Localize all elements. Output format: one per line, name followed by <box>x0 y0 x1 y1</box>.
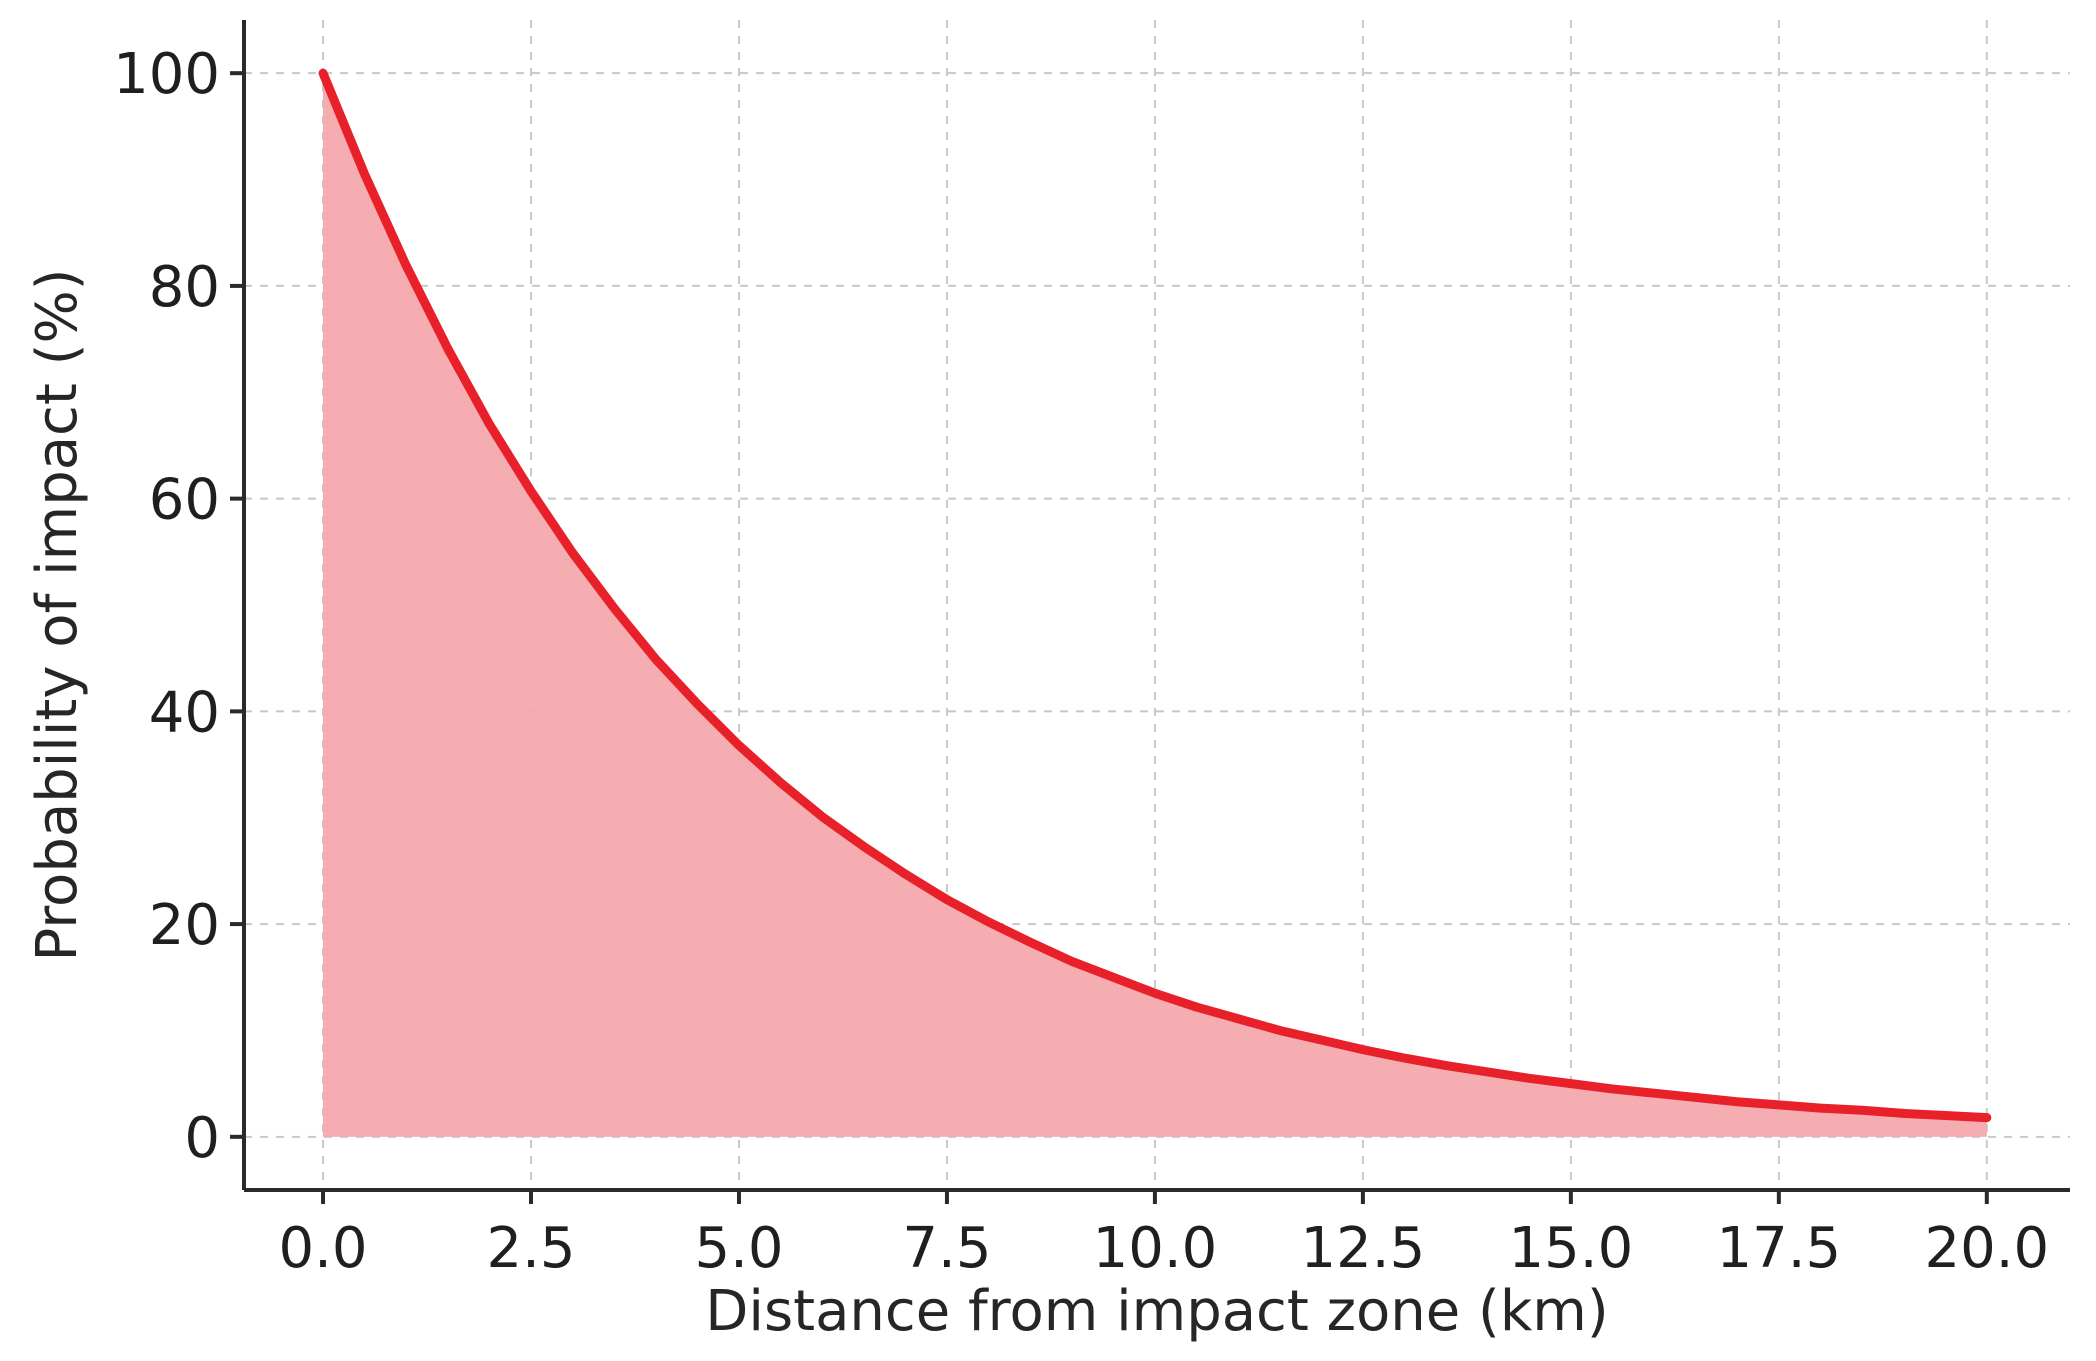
x-ticks: 0.0 2.5 5.0 7.5 10.0 12.5 15.0 17.5 20.0 <box>278 1190 2049 1281</box>
y-tick-label-2: 40 <box>149 680 220 745</box>
x-tick-label-7: 17.5 <box>1716 1216 1841 1281</box>
y-tick-label-5: 100 <box>113 42 220 107</box>
x-tick-label-2: 5.0 <box>694 1216 783 1281</box>
y-tick-label-0: 0 <box>184 1106 220 1171</box>
area-fill <box>323 73 1987 1137</box>
y-axis-title: Probability of impact (%) <box>25 268 90 961</box>
x-tick-label-0: 0.0 <box>278 1216 367 1281</box>
x-axis-title: Distance from impact zone (km) <box>705 1279 1608 1344</box>
y-tick-label-4: 80 <box>149 255 220 320</box>
x-tick-label-6: 15.0 <box>1509 1216 1634 1281</box>
y-tick-label-1: 20 <box>149 893 220 958</box>
x-tick-label-3: 7.5 <box>902 1216 991 1281</box>
x-tick-label-5: 12.5 <box>1301 1216 1426 1281</box>
x-tick-label-1: 2.5 <box>486 1216 575 1281</box>
y-ticks: 0 20 40 60 80 100 <box>113 42 244 1171</box>
y-tick-label-3: 60 <box>149 468 220 533</box>
x-tick-label-4: 10.0 <box>1093 1216 1218 1281</box>
x-tick-label-8: 20.0 <box>1924 1216 2049 1281</box>
series-line <box>318 68 1992 1123</box>
